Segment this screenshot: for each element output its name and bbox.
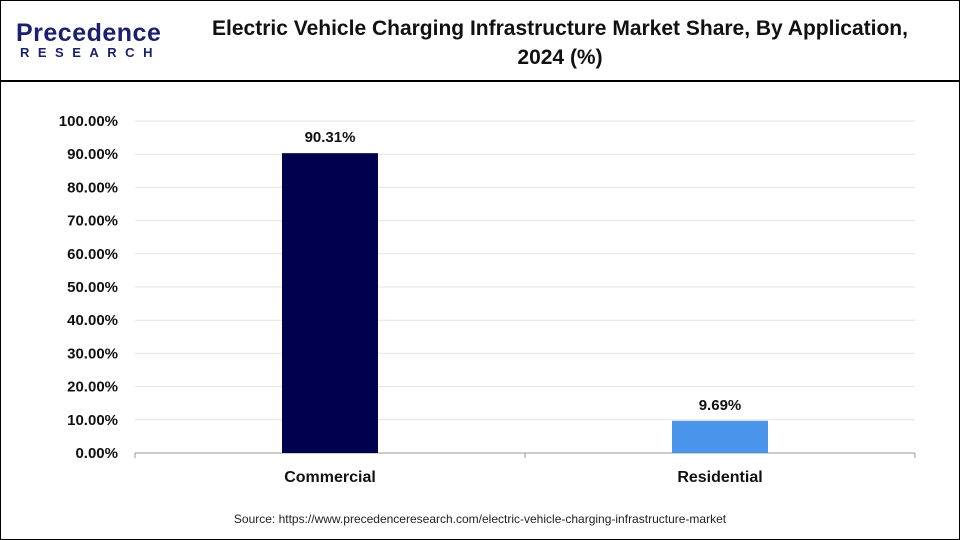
y-tick-label: 60.00% <box>67 246 118 263</box>
data-label: 90.31% <box>305 129 356 146</box>
logo-subtext: RESEARCH <box>20 45 161 60</box>
y-tick-label: 50.00% <box>67 279 118 296</box>
bar-residential <box>672 420 768 453</box>
data-label: 9.69% <box>699 397 742 414</box>
bar-commercial <box>282 153 378 453</box>
x-category-label: Commercial <box>284 469 376 486</box>
y-tick-label: 100.00% <box>59 113 118 130</box>
header-divider <box>0 80 960 82</box>
logo-text: Precedence <box>16 19 162 47</box>
y-tick-label: 0.00% <box>75 445 118 462</box>
logo: Precedence RESEARCH <box>16 20 161 60</box>
y-tick-label: 20.00% <box>67 379 118 396</box>
y-tick-label: 90.00% <box>67 146 118 163</box>
y-tick-label: 10.00% <box>67 412 118 429</box>
y-tick-label: 70.00% <box>67 213 118 230</box>
y-tick-label: 30.00% <box>67 345 118 362</box>
y-tick-label: 40.00% <box>67 312 118 329</box>
source-text: Source: https://www.precedenceresearch.c… <box>233 512 727 526</box>
chart-title: Electric Vehicle Charging Infrastructure… <box>212 17 908 69</box>
x-category-label: Residential <box>677 469 762 486</box>
y-tick-label: 80.00% <box>67 179 118 196</box>
